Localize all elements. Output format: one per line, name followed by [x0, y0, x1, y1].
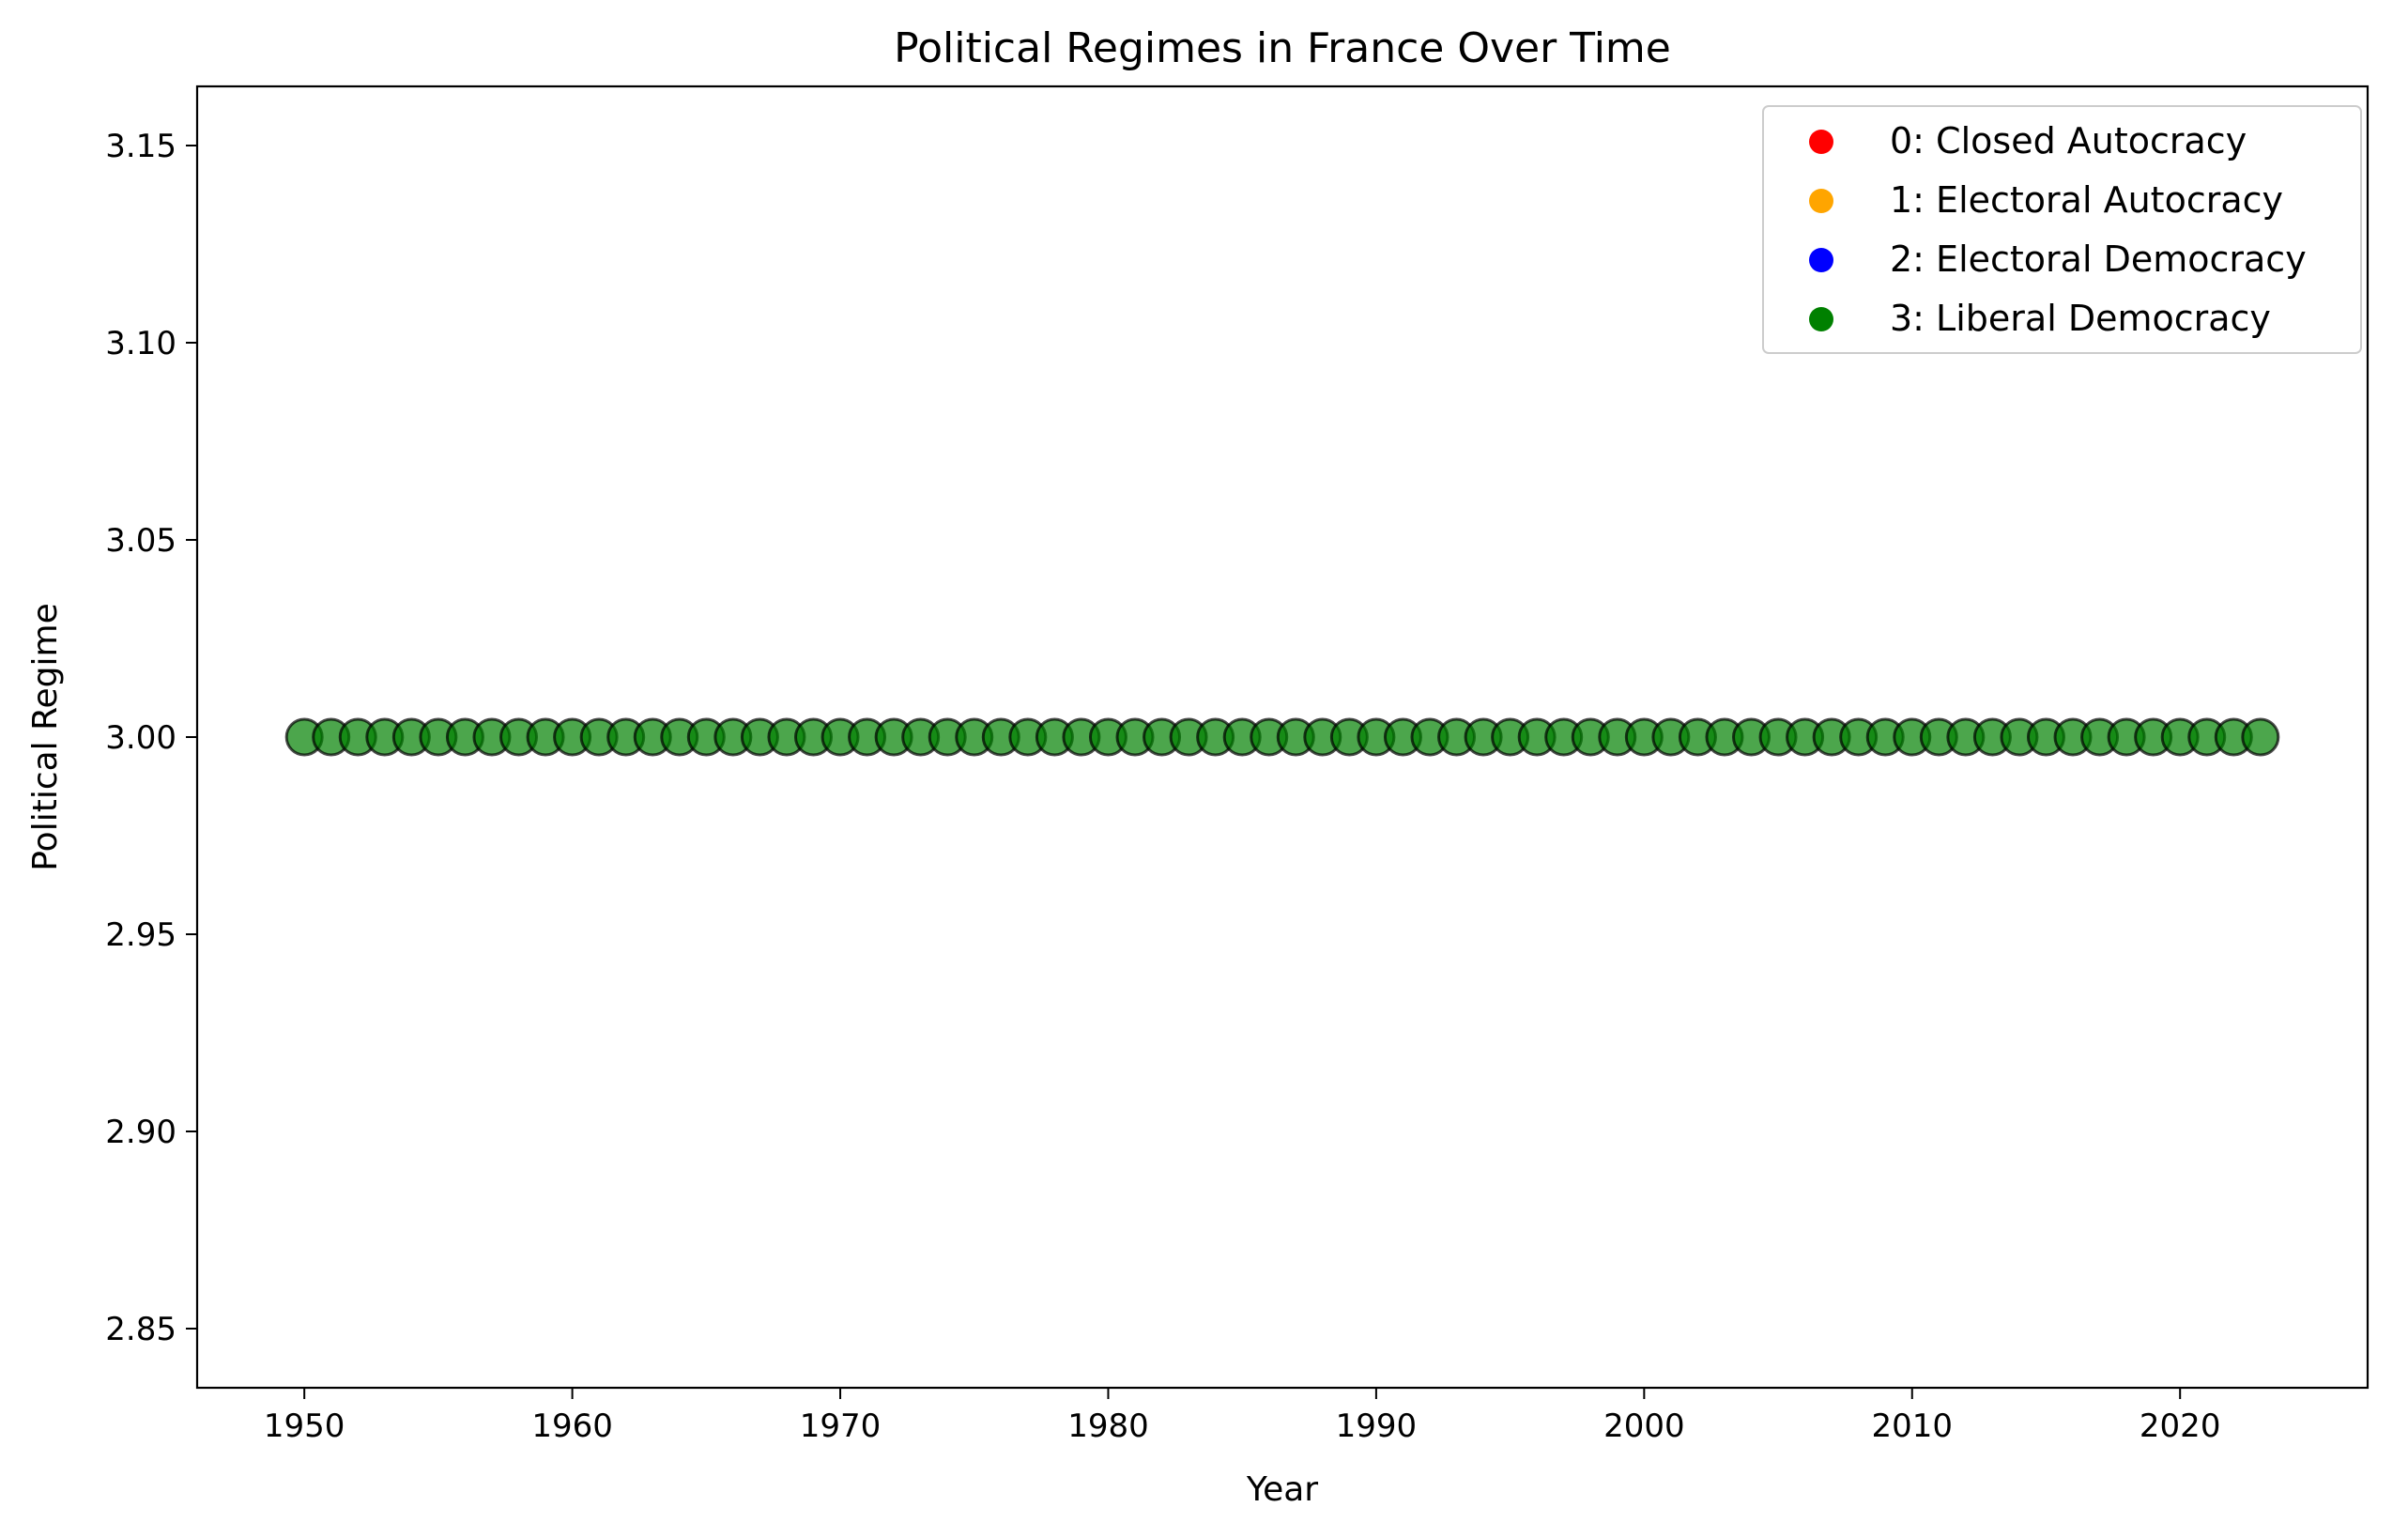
- y-tick-label: 2.85: [105, 1311, 176, 1348]
- x-tick-label: 1960: [531, 1407, 613, 1445]
- x-axis-label: Year: [1246, 1470, 1318, 1509]
- points-layer: [284, 717, 2280, 757]
- legend-marker: [1809, 189, 1833, 213]
- x-tick-label: 2010: [1871, 1407, 1953, 1445]
- legend-marker: [1809, 130, 1833, 154]
- y-tick-label: 3.00: [105, 719, 176, 757]
- x-tick-label: 2020: [2140, 1407, 2221, 1445]
- legend-label: 2: Electoral Democracy: [1890, 238, 2307, 280]
- y-tick-label: 3.10: [105, 325, 176, 362]
- y-tick-label: 2.95: [105, 916, 176, 954]
- legend-marker: [1809, 248, 1833, 272]
- y-tick-label: 3.05: [105, 522, 176, 560]
- legend-marker: [1809, 307, 1833, 331]
- y-tick-label: 3.15: [105, 128, 176, 165]
- x-tick-label: 1970: [800, 1407, 882, 1445]
- legend-label: 3: Liberal Democracy: [1890, 298, 2271, 339]
- legend-label: 0: Closed Autocracy: [1890, 120, 2247, 161]
- legend: 0: Closed Autocracy 1: Electoral Autocrac…: [1762, 105, 2362, 354]
- x-tick-label: 1950: [264, 1407, 345, 1445]
- plot-frame: [195, 85, 2370, 1390]
- legend-label: 1: Electoral Autocracy: [1890, 179, 2283, 221]
- x-tick-label: 2000: [1603, 1407, 1685, 1445]
- x-tick-label: 1980: [1067, 1407, 1149, 1445]
- legend-box: [1762, 105, 2362, 354]
- ticks-layer: 1950 1960 1970 1980 1990 2000 2010 2020 2.85 2.90…: [105, 128, 2220, 1445]
- legend-items: 0: Closed Autocracy 1: Electoral Autocrac…: [1809, 120, 2307, 339]
- y-tick-label: 2.90: [105, 1114, 176, 1151]
- x-tick-label: 1990: [1336, 1407, 1418, 1445]
- y-axis-label: Political Regime: [26, 603, 65, 871]
- data-point: [2241, 717, 2280, 757]
- chart-title: Political Regimes in France Over Time: [894, 24, 1671, 72]
